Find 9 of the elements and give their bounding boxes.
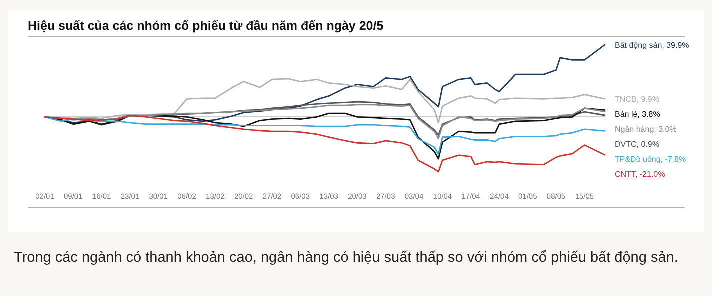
series-label: TNCB, 9.9% bbox=[615, 95, 660, 104]
text: TP&Đồ uống, -7.8% bbox=[615, 155, 686, 164]
chart-title: Hiệu suất của các nhóm cổ phiếu từ đầu năm đến ngày 20/5 bbox=[28, 19, 384, 33]
text: CNTT, -21.0% bbox=[615, 170, 666, 180]
text: Ngân hàng, 3.0% bbox=[615, 125, 677, 134]
series-label: Bất động sản, 39.9% bbox=[615, 41, 690, 50]
text: Trong các ngành có thanh khoản cao, ngân hàng có hiệu suất thấp so với nhóm cổ phiếu bất động sản. bbox=[14, 250, 678, 266]
text: DVTC, 0.9% bbox=[615, 140, 660, 150]
series-label: Bán lẻ, 3.8% bbox=[615, 110, 660, 120]
